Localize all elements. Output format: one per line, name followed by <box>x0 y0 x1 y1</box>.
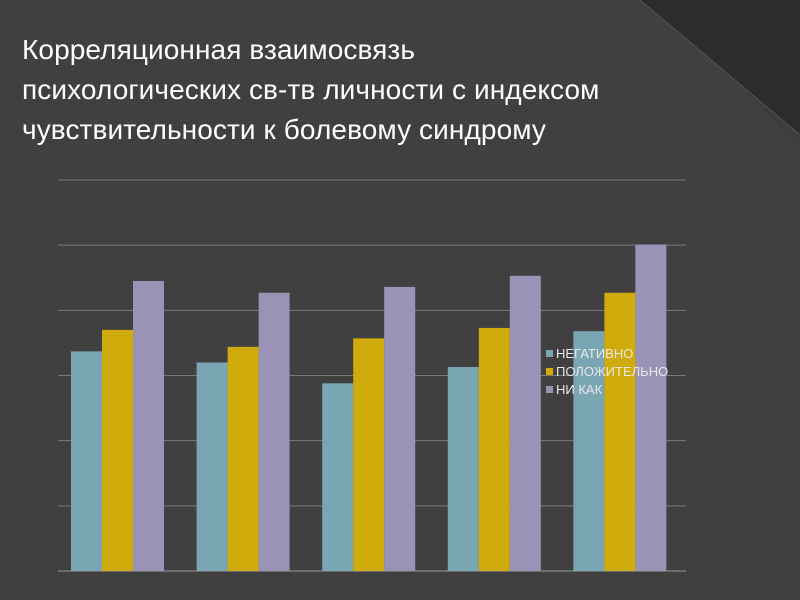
legend: НЕГАТИВНО ПОЛОЖИТЕЛЬНО НИ КАК <box>546 346 668 397</box>
title-line-1: Корреляционная взаимосвязь <box>22 34 416 65</box>
legend-swatch-2 <box>546 368 553 375</box>
legend-swatch-3 <box>546 386 553 393</box>
bar-series-1-category-3 <box>322 383 354 571</box>
bar-series-3-category-4 <box>509 275 541 571</box>
bar-series-1-category-5 <box>573 331 605 571</box>
title-line-2: психологических св-тв личности с индексо… <box>22 74 600 105</box>
bar-series-3-category-3 <box>384 286 416 571</box>
bar-series-3-category-2 <box>258 292 290 571</box>
bar-series-3-category-1 <box>133 281 164 571</box>
bar-series-2-category-5 <box>604 292 636 571</box>
bars <box>71 244 667 571</box>
legend-label-3: НИ КАК <box>556 382 603 397</box>
legend-label-2: ПОЛОЖИТЕЛЬНО <box>556 364 668 379</box>
title-line-3: чувствительности к болевому синдрому <box>22 114 547 145</box>
bar-series-2-category-2 <box>227 346 259 571</box>
bar-series-1-category-1 <box>71 351 102 571</box>
bar-series-2-category-4 <box>478 327 510 571</box>
bar-series-1-category-2 <box>196 362 228 571</box>
legend-label-1: НЕГАТИВНО <box>556 346 633 361</box>
slide-title: Корреляционная взаимосвязь психологическ… <box>22 30 792 150</box>
bar-series-2-category-1 <box>102 329 133 571</box>
bar-series-2-category-3 <box>353 338 385 571</box>
bar-series-1-category-4 <box>447 367 479 571</box>
legend-swatch-1 <box>546 350 553 357</box>
bar-series-3-category-5 <box>635 244 667 571</box>
